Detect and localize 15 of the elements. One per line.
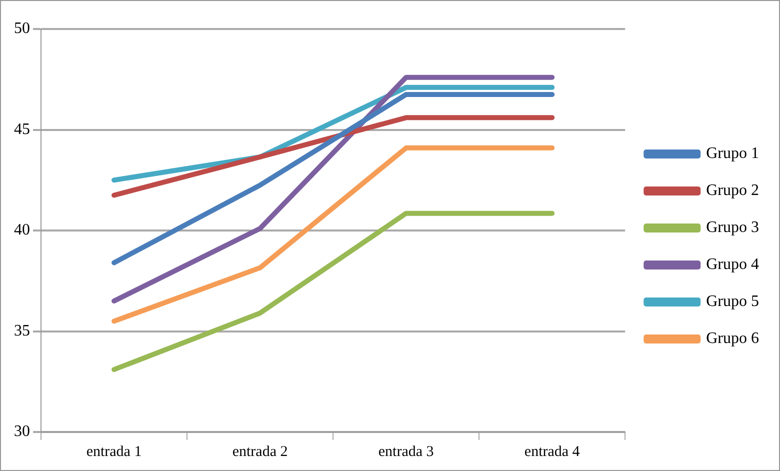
legend-label: Grupo 4 xyxy=(706,256,760,274)
legend-label: Grupo 3 xyxy=(706,219,760,236)
legend-label: Grupo 1 xyxy=(706,145,760,162)
x-tick-label: entrada 1 xyxy=(86,444,142,460)
x-tick-label: entrada 2 xyxy=(232,444,288,460)
y-tick-label: 35 xyxy=(14,322,30,340)
x-tick-label: entrada 3 xyxy=(378,444,434,460)
y-tick-label: 50 xyxy=(14,20,30,38)
legend-label: Grupo 5 xyxy=(706,293,760,310)
y-tick-label: 40 xyxy=(14,222,30,239)
legend-label: Grupo 2 xyxy=(706,182,760,200)
y-tick-label: 45 xyxy=(14,120,30,138)
x-tick-label: entrada 4 xyxy=(524,444,580,460)
legend-label: Grupo 6 xyxy=(706,330,760,348)
y-tick-label: 30 xyxy=(14,423,30,440)
